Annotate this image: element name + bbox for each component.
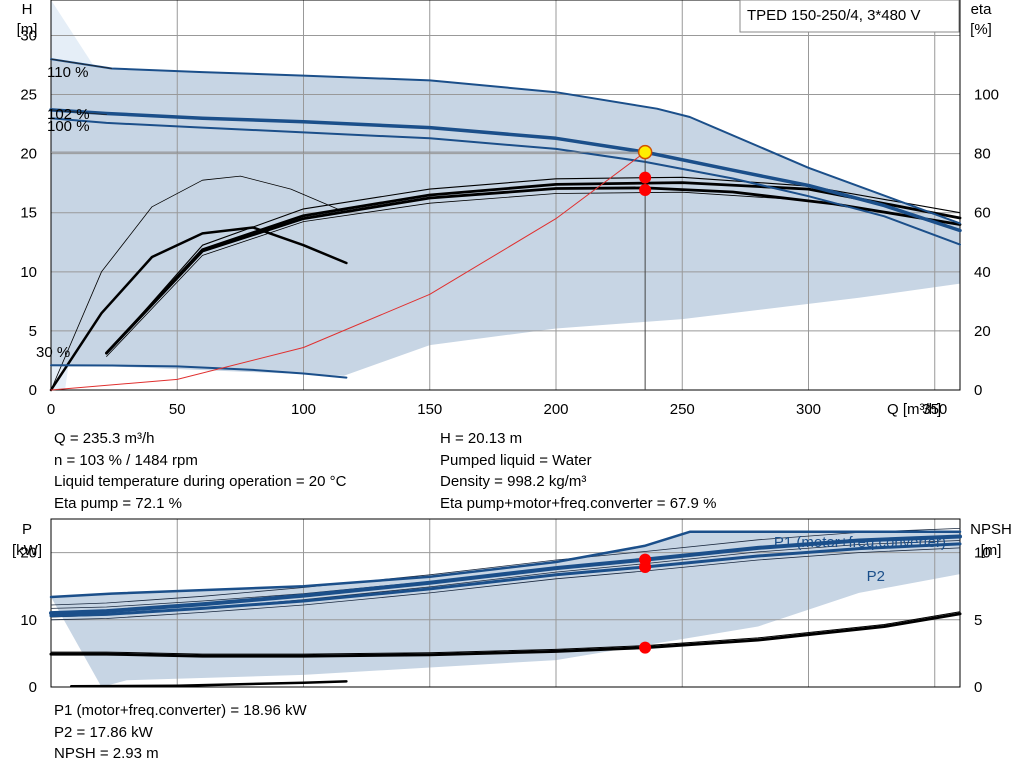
power-curve-110-p1 [50, 528, 961, 606]
duty-point-p2 [639, 560, 652, 573]
title-box [739, 0, 960, 33]
speed-label-100: 100 % [47, 118, 90, 135]
eta-curve-30 [49, 226, 348, 392]
temperature-readout: Liquid temperature during operation = 20… [54, 473, 347, 490]
y2-tick-label: 5 [974, 612, 982, 629]
x-tick-label: 350 [922, 401, 947, 418]
power-info: P1 (motor+freq.converter) = 18.96 kW P2 … [54, 700, 307, 765]
y-tick-label: 0 [29, 679, 37, 696]
power-curve-p1 [49, 534, 962, 616]
y2-tick-label: 10 [974, 545, 991, 562]
y-axis-unit: [kW] [12, 542, 42, 559]
x-axis-title: Q [m³/h] [887, 401, 941, 418]
y-tick-label: 0 [29, 382, 37, 399]
npsh-curve-upper [50, 611, 961, 655]
duty-point-efficiency [639, 171, 652, 184]
y-axis-unit: [m] [17, 21, 38, 38]
npsh-curve-30 [69, 680, 348, 688]
eta-curve-total [106, 191, 961, 357]
y2-tick-label: 80 [974, 146, 991, 163]
flow-readout: Q = 235.3 m³/h [54, 430, 155, 447]
density-readout: Density = 998.2 kg/m³ [440, 473, 587, 490]
duty-info-left: Q = 235.3 m³/h n = 103 % / 1484 rpm Liqu… [54, 428, 346, 514]
operating-envelope [51, 59, 960, 376]
duty-info-right: H = 20.13 m Pumped liquid = Water Densit… [440, 428, 716, 514]
head-readout: H = 20.13 m [440, 430, 523, 447]
y2-axis-unit: [m] [981, 542, 1002, 559]
eta-curve-30-upper [50, 175, 347, 391]
eta-total-readout: Eta pump+motor+freq.converter = 67.9 % [440, 494, 717, 512]
head-curve-102-start [50, 109, 107, 115]
y-tick-label: 25 [20, 87, 37, 104]
power-envelope-curve [49, 530, 962, 599]
head-curve-110 [50, 58, 961, 225]
x-tick-label: 200 [543, 401, 568, 418]
y-tick-label: 10 [20, 264, 37, 281]
y2-tick-label: 20 [974, 323, 991, 340]
y-tick-label: 10 [20, 612, 37, 629]
y-tick-label: 20 [20, 545, 37, 562]
y2-axis-unit: [%] [970, 21, 992, 38]
duty-point-npsh [639, 641, 652, 654]
x-tick-label: 150 [417, 401, 442, 418]
eta-curve-100 [105, 181, 962, 355]
legend-p1: P1 (motor+freq.converter) [774, 534, 946, 551]
liquid-readout: Pumped liquid = Water [440, 451, 592, 469]
y2-tick-label: 100 [974, 87, 999, 104]
head-curve-100 [50, 117, 961, 246]
speed-readout: n = 103 % / 1484 rpm [54, 451, 198, 469]
eta-pump-readout: Eta pump = 72.1 % [54, 494, 182, 512]
duty-point-efficiency [639, 183, 652, 196]
y2-axis-title: NPSH [970, 521, 1012, 538]
head-curve-110-start [50, 58, 112, 69]
speed-label-110: 110 % [47, 64, 88, 81]
system-curve [50, 151, 646, 391]
chart-title: TPED 150-250/4, 3*480 V [747, 7, 920, 24]
head-curve-102 [49, 108, 962, 233]
power-curve-100-p2 [50, 547, 961, 621]
x-tick-label: 0 [47, 401, 55, 418]
head-curve-30 [50, 364, 348, 379]
y2-tick-label: 40 [974, 264, 991, 281]
y-tick-label: 15 [20, 205, 37, 222]
y2-tick-label: 60 [974, 205, 991, 222]
speed-label-102: 102 % [47, 106, 90, 123]
y-axis-title: P [22, 521, 32, 538]
p2-readout: P2 = 17.86 kW [54, 723, 153, 741]
power-npsh-plot: 0 10 20 0 5 10 P [kW] NPSH [m] P1 (motor+freq.conv… [12, 518, 1012, 696]
y-tick-label: 30 [20, 27, 37, 44]
y2-tick-label: 0 [974, 679, 982, 696]
legend-p2: P2 [867, 568, 885, 585]
y-tick-label: 5 [29, 323, 37, 340]
operating-envelope [51, 531, 960, 687]
power-curve-p2 [49, 542, 962, 618]
npsh-readout: NPSH = 2.93 m [54, 745, 159, 762]
eta-curve-110 [105, 176, 961, 355]
y-tick-label: 20 [20, 146, 37, 163]
plot-frame [50, 0, 961, 391]
y2-axis-title: eta [971, 1, 993, 18]
y-axis-title: H [22, 1, 33, 18]
npsh-curve [49, 612, 962, 658]
speed-label-30: 30 % [36, 344, 70, 361]
y2-tick-label: 0 [974, 382, 982, 399]
x-tick-label: 250 [670, 401, 695, 418]
plot-frame [50, 518, 961, 688]
x-tick-label: 100 [291, 401, 316, 418]
x-tick-label: 50 [169, 401, 186, 418]
x-tick-label: 300 [796, 401, 821, 418]
duty-point-head [637, 144, 653, 160]
p1-readout: P1 (motor+freq.converter) = 18.96 kW [54, 702, 307, 719]
